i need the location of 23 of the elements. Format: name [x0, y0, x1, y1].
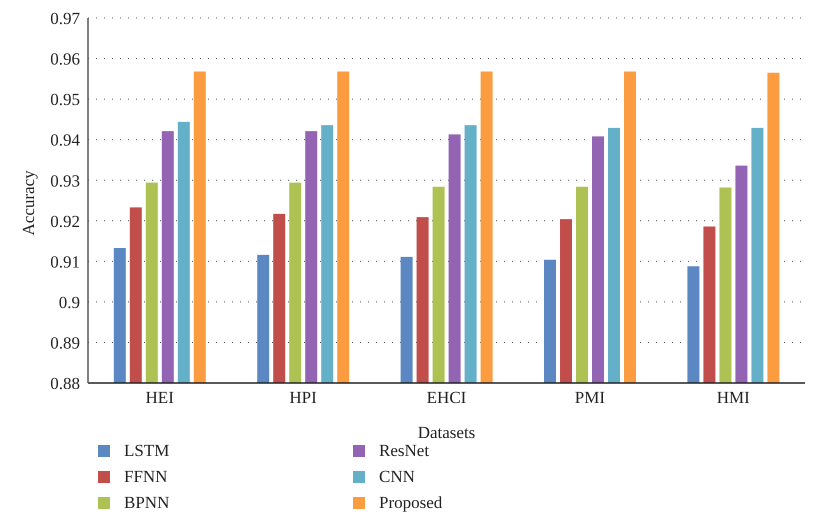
y-tick-label: 0.91: [50, 252, 80, 272]
y-tick-label: 0.97: [50, 9, 80, 28]
y-tick-label: 0.89: [50, 333, 80, 352]
y-tick-label: 0.93: [50, 171, 80, 190]
y-tick-label: 0.95: [50, 90, 80, 110]
y-tick-label: 0.92: [50, 212, 80, 231]
legend-label: FFNN: [124, 467, 168, 487]
x-tick-label: HMI: [716, 388, 750, 408]
y-axis-title: Accuracy: [19, 170, 38, 236]
x-tick-label: EHCI: [426, 388, 467, 408]
x-axis-title: Datasets: [418, 423, 476, 442]
y-tick-label: 0.9: [58, 292, 80, 312]
legend-label: LSTM: [124, 441, 170, 461]
y-tick-label: 0.96: [50, 50, 80, 69]
y-tick-label: 0.88: [50, 374, 80, 394]
legend-label: CNN: [379, 467, 415, 487]
x-tick-label: HEI: [146, 388, 174, 408]
legend-label: ResNet: [379, 441, 430, 461]
x-tick-label: HPI: [289, 388, 318, 408]
x-tick-label: PMI: [574, 388, 606, 408]
legend-label: BPNN: [124, 493, 170, 513]
legend-label: Proposed: [379, 493, 442, 513]
y-tick-label: 0.94: [50, 130, 80, 150]
